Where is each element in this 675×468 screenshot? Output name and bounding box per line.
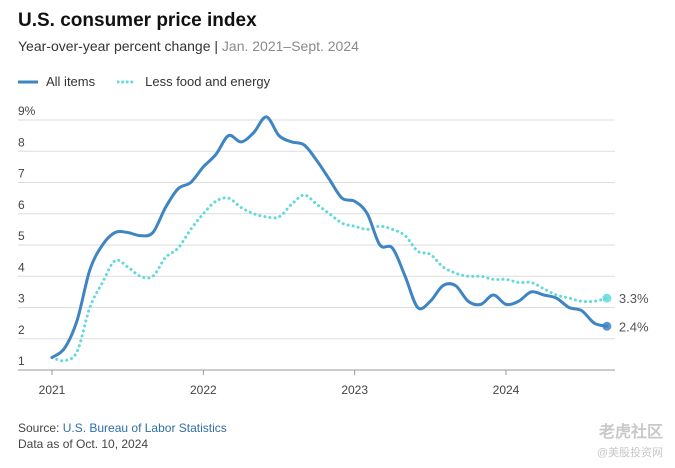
legend-item-all-items: All items (18, 74, 95, 89)
label-layer: 3.3% 2.4% (619, 291, 649, 334)
chart-subtitle: Year-over-year percent change | Jan. 202… (18, 38, 359, 54)
source-link[interactable]: U.S. Bureau of Labor Statistics (62, 421, 227, 435)
grid-layer (18, 119, 615, 371)
source-prefix: Source: (18, 421, 63, 435)
subtitle-date-range: Jan. 2021–Sept. 2024 (221, 38, 359, 54)
y-tick-label: 7 (18, 167, 25, 181)
subtitle-main: Year-over-year percent change | (18, 38, 222, 54)
y-tick-label: 4 (18, 260, 25, 274)
chart-legend: All items Less food and energy (18, 74, 292, 89)
watermark-subtext: @美股投资网 (596, 447, 663, 459)
y-tick-label: 8 (18, 135, 25, 149)
y-tick-label: 9% (18, 104, 36, 118)
chart-title: U.S. consumer price index (18, 10, 257, 31)
y-tick-label: 5 (18, 229, 25, 243)
watermark-logo: 老虎社区 (598, 424, 663, 441)
series-end-marker (602, 321, 612, 331)
series-line-all-items (50, 115, 609, 359)
series-end-marker (602, 293, 612, 303)
legend-label-less-food-energy: Less food and energy (145, 74, 271, 89)
x-tick-label: 2021 (39, 383, 66, 397)
x-tick-label: 2022 (190, 383, 217, 397)
legend-swatch-solid (18, 80, 38, 83)
series-layer (50, 115, 612, 363)
x-tick-label: 2024 (493, 383, 520, 397)
data-as-of: Data as of Oct. 10, 2024 (18, 437, 149, 451)
y-tick-label: 1 (18, 354, 25, 368)
series-line-less-food-energy (50, 193, 609, 363)
y-tick-label: 6 (18, 198, 25, 212)
legend-label-all-items: All items (46, 74, 96, 89)
series-end-label: 2.4% (619, 319, 649, 334)
axis-layer: 1 2 3 4 5 6 7 8 9% 2021 2022 2023 2024 (18, 104, 615, 397)
y-tick-label: 3 (18, 292, 25, 306)
legend-swatch-dotted (117, 80, 138, 83)
y-tick-label: 2 (18, 323, 25, 337)
source-note: Source: U.S. Bureau of Labor Statistics … (18, 420, 227, 452)
series-end-label: 3.3% (619, 291, 649, 306)
x-tick-label: 2023 (341, 383, 368, 397)
legend-item-less-food-energy: Less food and energy (117, 74, 270, 89)
